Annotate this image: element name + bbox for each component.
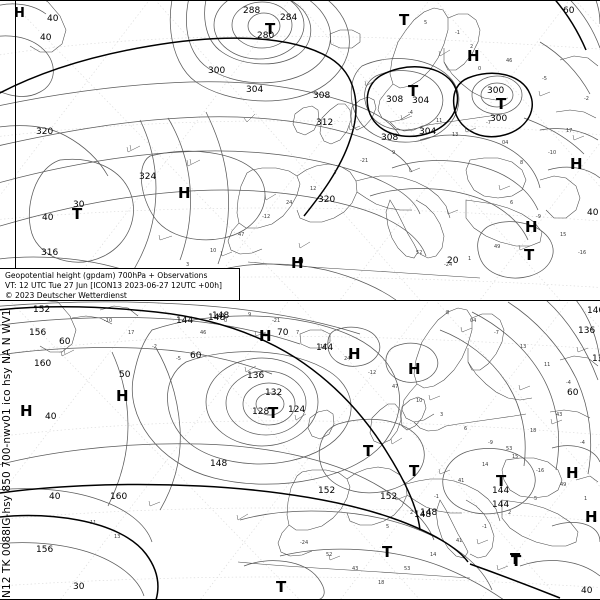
graticule-lower — [0, 300, 600, 600]
chart-legend-box: Geopotential height (gpdam) 700hPa + Obs… — [0, 268, 240, 301]
observation-barbs — [60, 49, 589, 571]
frame-top-border — [0, 0, 600, 1]
contour-bold-300-upper — [0, 37, 357, 217]
coastlines-upper — [29, 0, 599, 279]
contour-bold-300-east — [366, 0, 587, 138]
legend-line-title: Geopotential height (gpdam) 700hPa + Obs… — [5, 271, 208, 280]
contours-lower — [0, 300, 600, 600]
contour-bold-152-lower — [0, 306, 561, 600]
contours-upper — [0, 0, 600, 300]
legend-line-copyright: © 2023 Deutscher Wetterdienst — [5, 291, 127, 301]
legend-line-validtime: VT: 12 UTC Tue 27 Jun [ICON13 2023-06-27… — [5, 281, 222, 291]
panel-divider — [0, 300, 600, 301]
coastlines-lower — [39, 300, 599, 579]
side-label-rule — [15, 0, 16, 300]
